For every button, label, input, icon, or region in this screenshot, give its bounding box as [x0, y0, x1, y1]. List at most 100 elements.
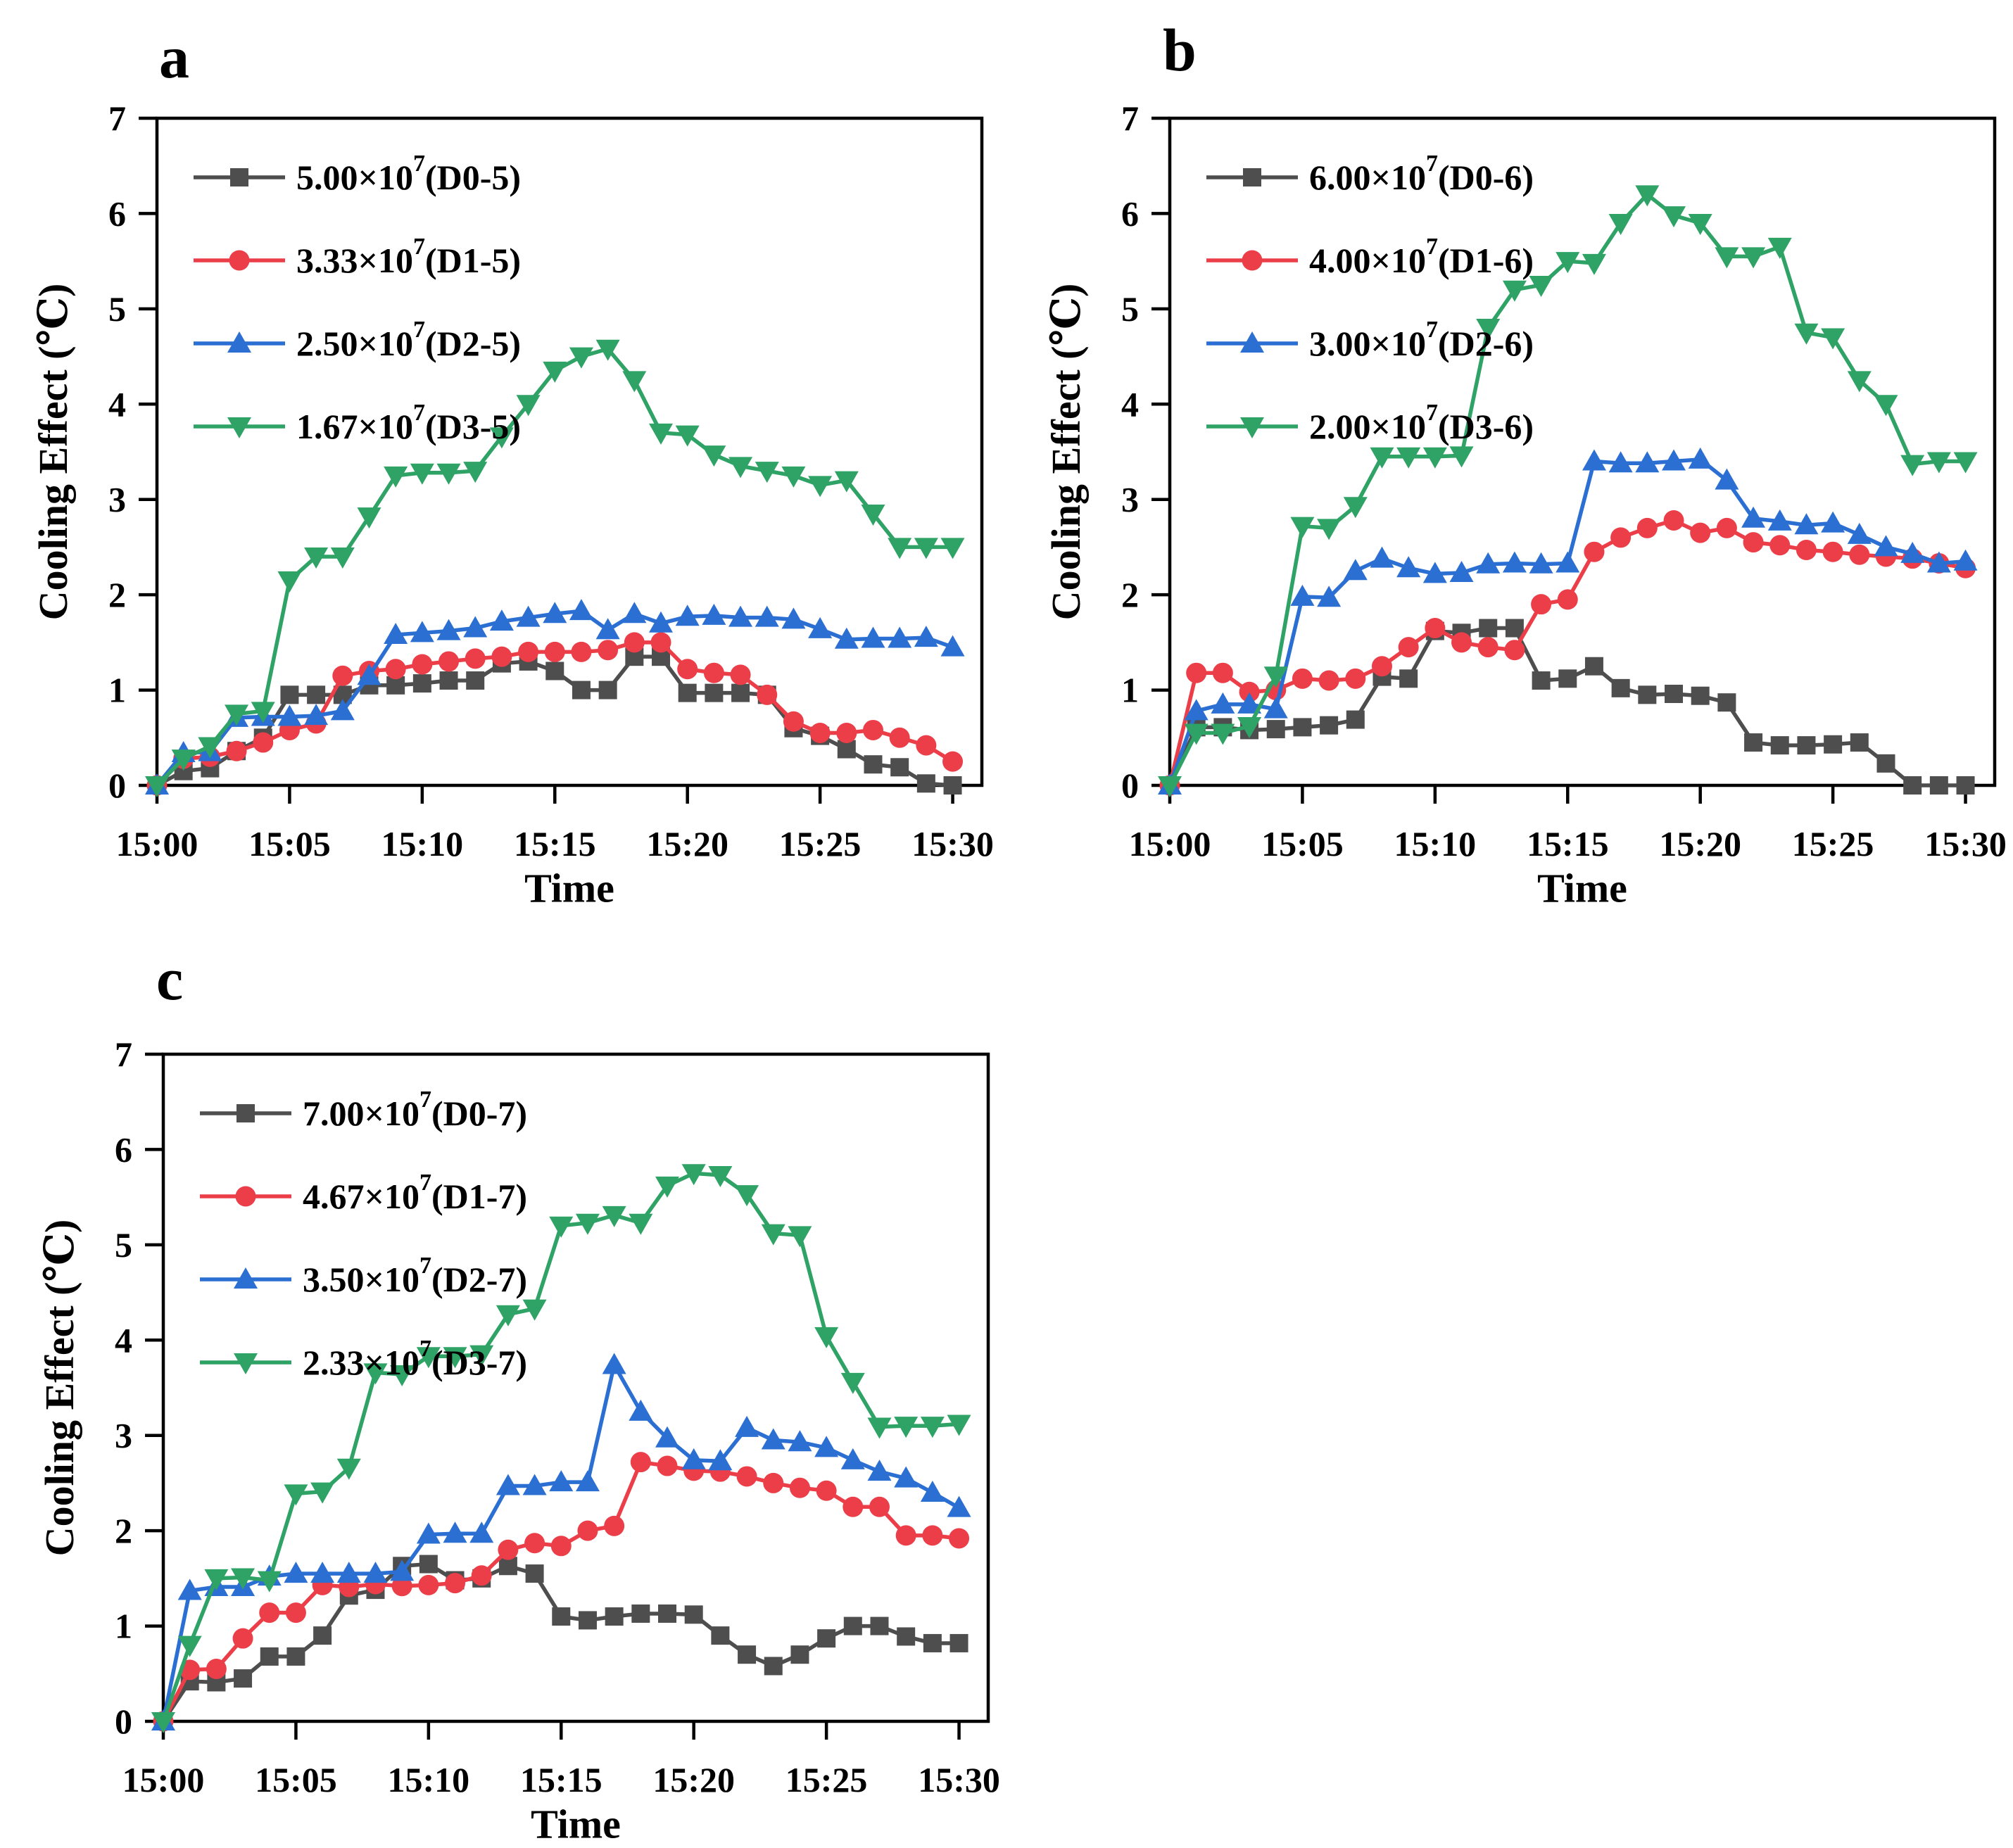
series-markers-D3-7	[151, 1164, 971, 1733]
y-tick-label-a-6: 6	[108, 194, 126, 233]
legend-label-D3-5: 1.67×107(D3-5)	[296, 400, 521, 446]
x-tick-label-b-5: 15:25	[1792, 824, 1874, 863]
plot-frame-b	[1168, 116, 1997, 787]
y-tick-label-b-0: 0	[1121, 766, 1139, 805]
chart-a: 0 1 2 3 4 5 6 7 15:00 15:05 15:10 15:15 15:20 15:25 15…	[108, 99, 994, 863]
legend-marker-D1-5	[229, 250, 250, 271]
x-tick-label-c-5: 15:25	[785, 1760, 868, 1799]
y-tick-label-b-3: 3	[1121, 480, 1139, 519]
x-tick-label-c-1: 15:05	[255, 1760, 337, 1799]
legend-marker-D3-5	[227, 417, 251, 438]
y-tick-label-a-3: 3	[108, 480, 126, 519]
x-tick-label-a-4: 15:20	[646, 824, 728, 863]
series-markers-D1-7	[153, 1452, 970, 1732]
legend-marker-D0-5	[230, 168, 248, 186]
series-markers-D3-6	[1158, 185, 1978, 797]
series-line-D2-6	[1168, 457, 1966, 786]
legend-marker-D3-7	[234, 1353, 258, 1374]
legend-marker-D0-6	[1243, 168, 1261, 186]
series-markers-D3-5	[145, 339, 965, 797]
legend-item-D2-7: 3.50×107(D2-7)	[200, 1253, 527, 1299]
legend-item-D0-6: 6.00×107(D0-6)	[1206, 151, 1534, 197]
y-tick-label-a-1: 1	[108, 671, 126, 710]
x-tick-label-a-0: 15:00	[116, 824, 198, 863]
x-tick-label-c-4: 15:20	[652, 1760, 735, 1799]
panel-letter-c: c	[156, 945, 184, 1013]
series-markers-D0-6	[1161, 619, 1975, 795]
legend-label-D3-6: 2.00×107(D3-6)	[1309, 400, 1534, 446]
legend-item-D3-6: 2.00×107(D3-6)	[1206, 400, 1534, 446]
x-tick-label-b-1: 15:05	[1261, 824, 1344, 863]
x-tick-label-b-3: 15:15	[1527, 824, 1609, 863]
legend-label-D2-6: 3.00×107(D2-6)	[1309, 317, 1534, 363]
legend-label-D1-7: 4.67×107(D1-7)	[303, 1170, 527, 1216]
x-tick-label-a-5: 15:25	[779, 824, 862, 863]
x-tick-label-c-0: 15:00	[122, 1760, 205, 1799]
panel-letter-b: b	[1163, 16, 1197, 84]
series-line-D3-7	[161, 1171, 959, 1722]
y-tick-label-c-5: 5	[115, 1225, 132, 1265]
y-tick-label-c-3: 3	[115, 1416, 132, 1455]
y-tick-label-a-5: 5	[108, 289, 126, 329]
series-line-D0-7	[161, 1562, 959, 1723]
legend-label-D2-7: 3.50×107(D2-7)	[303, 1253, 527, 1299]
legend-label-D3-7: 2.33×107(D3-7)	[303, 1336, 527, 1382]
legend-marker-D3-6	[1240, 417, 1264, 438]
y-axis-label-c: Cooling Effect (℃)	[37, 1219, 82, 1557]
legend-label-D0-6: 6.00×107(D0-6)	[1309, 151, 1534, 197]
legend-item-D0-5: 5.00×107(D0-5)	[194, 151, 521, 197]
y-axis-label-b: Cooling Effect (℃)	[1043, 283, 1089, 621]
x-tick-label-a-3: 15:15	[514, 824, 596, 863]
legend-label-D0-7: 7.00×107(D0-7)	[303, 1087, 527, 1133]
x-tick-label-c-3: 15:15	[520, 1760, 602, 1799]
y-tick-label-c-2: 2	[115, 1511, 132, 1550]
y-tick-label-b-4: 4	[1121, 384, 1139, 424]
legend-item-D1-6: 4.00×107(D1-6)	[1206, 234, 1534, 280]
series-line-D3-6	[1168, 191, 1966, 787]
y-tick-label-b-2: 2	[1121, 575, 1139, 614]
x-tick-label-a-2: 15:10	[381, 824, 464, 863]
x-tick-label-b-2: 15:10	[1394, 824, 1477, 863]
x-tick-label-a-6: 15:30	[911, 824, 994, 863]
x-tick-label-c-6: 15:30	[918, 1760, 1000, 1799]
series-line-D1-7	[161, 1460, 959, 1723]
panel-letter-a: a	[159, 23, 189, 91]
legend-item-D0-7: 7.00×107(D0-7)	[200, 1087, 527, 1133]
plot-frame-a	[155, 116, 984, 787]
y-tick-label-c-1: 1	[115, 1607, 132, 1646]
legend-label-D1-5: 3.33×107(D1-5)	[296, 234, 521, 280]
x-tick-label-a-1: 15:05	[248, 824, 331, 863]
y-tick-label-b-7: 7	[1121, 99, 1139, 138]
y-tick-label-a-4: 4	[108, 384, 126, 424]
y-tick-label-b-1: 1	[1121, 671, 1139, 710]
legend-marker-D2-7	[234, 1267, 258, 1289]
legend-marker-D0-7	[236, 1104, 255, 1122]
legend-label-D1-6: 4.00×107(D1-6)	[1309, 234, 1534, 280]
legend-item-D2-6: 3.00×107(D2-6)	[1206, 317, 1534, 363]
legend-marker-D1-6	[1242, 250, 1263, 271]
y-tick-label-b-5: 5	[1121, 289, 1139, 329]
x-axis-label-c: Time	[531, 1801, 621, 1847]
legend-item-D1-7: 4.67×107(D1-7)	[200, 1170, 527, 1216]
x-axis-label-a: Time	[524, 865, 614, 911]
series-markers-D2-6	[1158, 447, 1978, 795]
legend-item-D3-5: 1.67×107(D3-5)	[194, 400, 521, 446]
y-tick-label-a-7: 7	[108, 99, 126, 138]
chart-c: 0 1 2 3 4 5 6 7 15:00 15:05 15:10 15:15 15:20 15:25 15…	[115, 1034, 1000, 1799]
y-tick-label-b-6: 6	[1121, 194, 1139, 233]
series-markers-D1-5	[146, 632, 964, 796]
legend-marker-D2-6	[1240, 331, 1264, 353]
series-markers-D2-5	[145, 599, 965, 795]
legend-item-D2-5: 2.50×107(D2-5)	[194, 317, 521, 363]
y-tick-label-c-4: 4	[115, 1320, 132, 1360]
y-tick-label-c-0: 0	[115, 1702, 132, 1741]
legend-marker-D2-5	[227, 331, 251, 353]
x-tick-label-c-2: 15:10	[388, 1760, 470, 1799]
legend-item-D3-7: 2.33×107(D3-7)	[200, 1336, 527, 1382]
plot-frame-c	[161, 1052, 990, 1723]
y-axis-label-a: Cooling Effect (℃)	[30, 283, 76, 621]
y-tick-label-a-2: 2	[108, 575, 126, 614]
y-tick-label-c-6: 6	[115, 1129, 132, 1169]
